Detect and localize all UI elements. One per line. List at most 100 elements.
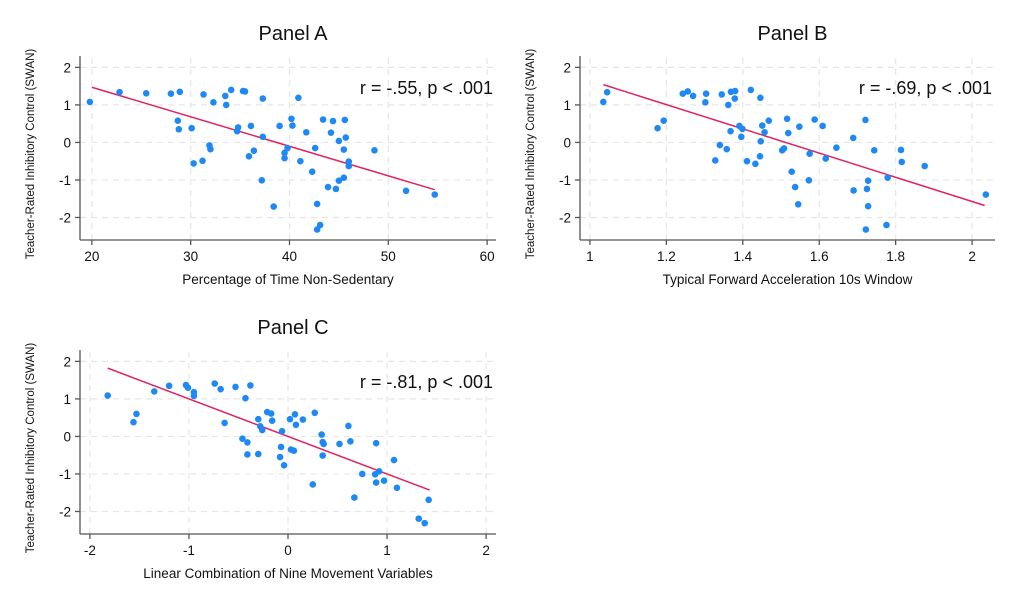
panel-b-data-point bbox=[689, 92, 697, 100]
panel-b-data-point bbox=[718, 91, 726, 98]
panel-b-data-point bbox=[898, 158, 906, 166]
panel-c-data-point bbox=[268, 417, 276, 424]
panel-a-data-point bbox=[340, 146, 348, 153]
panel-c-data-point bbox=[318, 431, 325, 438]
panel-b-data-point bbox=[761, 129, 768, 136]
panel-a-data-point bbox=[341, 116, 349, 124]
panel-b-data-point bbox=[654, 124, 661, 132]
panel-c-data-point bbox=[280, 462, 288, 469]
panel-c-data-point bbox=[276, 453, 284, 461]
panel-c-data-point bbox=[104, 392, 112, 399]
panel-c-data-point bbox=[320, 440, 327, 448]
panel-b-data-point bbox=[727, 127, 734, 135]
panel-c-data-point bbox=[351, 494, 358, 501]
panel-c-data-point bbox=[336, 440, 343, 448]
panel-a-y-tick-label: 1 bbox=[63, 98, 71, 113]
panel-b-data-point bbox=[884, 174, 891, 182]
panel-a-data-point bbox=[431, 191, 439, 198]
panel-a-data-point bbox=[289, 122, 296, 129]
panel-b-data-point bbox=[747, 86, 755, 94]
panel-a-data-point bbox=[167, 90, 175, 97]
panel-b-data-point bbox=[788, 168, 796, 176]
panel-a-y-tick-label: -2 bbox=[59, 210, 71, 225]
panel-a-title: Panel A bbox=[259, 23, 329, 45]
panel-c-data-point bbox=[319, 452, 326, 459]
panel-a-data-point bbox=[371, 147, 378, 154]
panel-a-data-point bbox=[297, 157, 304, 165]
panel-a-y-axis-label: Teacher-Rated Inhibitory Control (SWAN) bbox=[25, 49, 37, 260]
panel-a-data-point bbox=[259, 133, 267, 141]
panel-b-x-tick-label: 1.6 bbox=[810, 249, 829, 264]
panel-c-data-point bbox=[211, 380, 219, 387]
panel-a-y-tick-label: -1 bbox=[59, 173, 71, 188]
panel-b-data-point bbox=[702, 98, 709, 106]
panel-c-data-point bbox=[380, 477, 388, 485]
panel-b-data-point bbox=[731, 87, 739, 95]
panel-b-data-point bbox=[679, 90, 687, 97]
panel-c-data-point bbox=[277, 443, 285, 451]
panel-a-data-point bbox=[313, 200, 321, 208]
panel-a-data-point bbox=[221, 92, 229, 100]
panel-c-data-point bbox=[286, 415, 294, 423]
panel-c-x-tick-label: -2 bbox=[84, 543, 96, 558]
panel-a-data-point bbox=[250, 147, 258, 154]
panel-a-data-point bbox=[281, 149, 288, 157]
panel-c-data-point bbox=[347, 438, 354, 445]
panel-a-data-point bbox=[258, 177, 266, 184]
panel-c-x-tick-label: 1 bbox=[383, 543, 391, 558]
panel-c-data-point bbox=[184, 384, 192, 391]
panel-c-data-point bbox=[372, 439, 380, 447]
panel-b-data-point bbox=[982, 191, 990, 198]
panel-a-data-point bbox=[302, 129, 310, 136]
panel-c-data-point bbox=[244, 451, 251, 458]
panel-c-data-point bbox=[415, 515, 423, 522]
panel-a-data-point bbox=[241, 88, 249, 95]
panel-b-data-point bbox=[870, 147, 878, 154]
panel-c-data-point bbox=[292, 421, 300, 429]
panel-c-data-point bbox=[239, 435, 246, 442]
panel-c-data-point bbox=[358, 470, 366, 478]
panel-b-data-point bbox=[756, 153, 764, 160]
panel-c-data-point bbox=[258, 426, 266, 434]
panel-a-data-point bbox=[284, 144, 291, 152]
panel-b-y-tick-label: 0 bbox=[563, 135, 571, 150]
panel-b-data-point bbox=[862, 226, 870, 233]
panel-a-data-point bbox=[199, 157, 206, 165]
panel-a-data-point bbox=[316, 221, 324, 229]
panel-c-x-tick-label: 0 bbox=[284, 543, 292, 558]
panel-c-data-point bbox=[254, 415, 262, 423]
panel-b-x-tick-label: 1.2 bbox=[657, 249, 676, 264]
panel-a-data-point bbox=[86, 98, 94, 106]
panel-a-data-point bbox=[295, 94, 302, 102]
panel-b-y-axis-label: Teacher-Rated Inhibitory Control (SWAN) bbox=[525, 49, 537, 260]
panel-b-data-point bbox=[850, 187, 857, 194]
panel-a-data-point bbox=[176, 88, 184, 96]
panel-c-data-point bbox=[425, 496, 432, 504]
panel-b: 1 1.2 1.4 1.6 1.8 2 2 1 0 -1 -2 Panel B Typical Forw… bbox=[525, 23, 995, 287]
panel-a-data-point bbox=[345, 162, 353, 170]
panel-a-data-point bbox=[233, 127, 241, 135]
panel-c-data-point bbox=[217, 385, 224, 393]
panel-b-data-point bbox=[791, 183, 799, 191]
panel-b-data-point bbox=[883, 221, 890, 229]
panel-a-data-point bbox=[245, 153, 253, 160]
panel-b-data-point bbox=[739, 125, 746, 133]
panel-c-data-point bbox=[244, 439, 251, 446]
panel-b-y-tick-label: -2 bbox=[559, 210, 571, 225]
panel-b-data-point bbox=[864, 177, 872, 185]
panel-c-data-point bbox=[130, 418, 137, 426]
panel-b-data-point bbox=[757, 94, 764, 102]
panel-a-data-point bbox=[200, 91, 207, 98]
panel-c-data-point bbox=[309, 481, 317, 488]
panel-c-y-tick-label: 2 bbox=[63, 354, 71, 369]
panel-a-x-axis-label: Percentage of Time Non-Sedentary bbox=[182, 272, 394, 287]
panel-a-data-point bbox=[288, 115, 295, 123]
panel-a-x-tick-label: 50 bbox=[381, 249, 396, 264]
panel-a-data-point bbox=[329, 117, 337, 125]
panel-a-data-point bbox=[175, 125, 183, 133]
panel-c: -2 -1 0 1 2 2 1 0 -1 -2 Panel C Linear Combination … bbox=[25, 317, 496, 581]
panel-b-data-point bbox=[603, 88, 611, 96]
panel-c-data-point bbox=[299, 416, 307, 423]
panel-c-x-tick-label: 2 bbox=[482, 543, 490, 558]
